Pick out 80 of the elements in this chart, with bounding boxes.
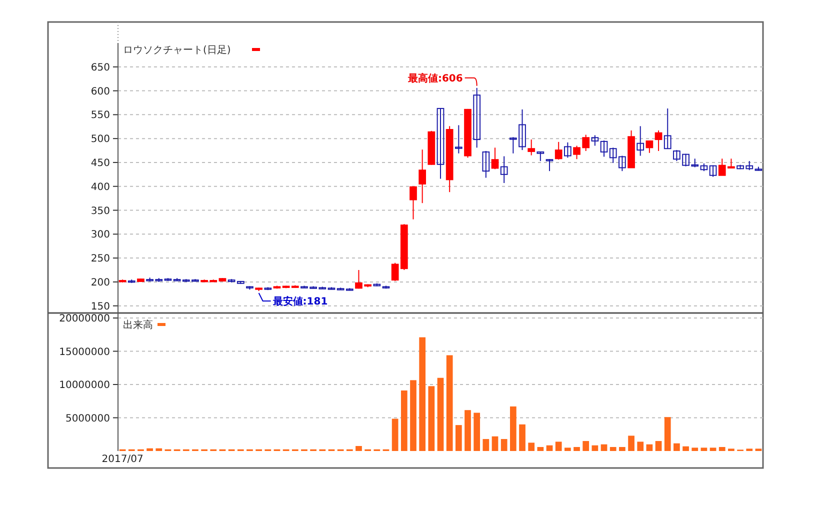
y-tick-label: 300	[90, 230, 110, 241]
bar	[655, 441, 662, 451]
candlestick	[473, 87, 481, 148]
candlestick	[482, 150, 490, 178]
bar	[519, 424, 526, 451]
y-tick-label: 5000000	[65, 413, 110, 424]
bar	[146, 448, 153, 451]
candlestick	[554, 141, 562, 160]
x-tick-label: 2017/07	[102, 454, 144, 465]
candlestick	[436, 108, 444, 180]
candlestick	[664, 108, 672, 150]
bar	[682, 446, 689, 451]
bar	[664, 417, 671, 451]
bar	[492, 436, 498, 451]
candlestick	[528, 139, 536, 156]
legend-label: 出来高	[123, 319, 153, 331]
candlestick	[491, 147, 499, 170]
bar	[464, 410, 471, 451]
bar	[610, 447, 616, 451]
bar	[510, 406, 516, 451]
annotation: 最高値:606	[406, 72, 463, 84]
y-tick-label: 500	[90, 134, 110, 146]
bar	[718, 447, 726, 451]
candlestick	[654, 130, 662, 152]
candlestick	[591, 134, 599, 146]
candlestick	[454, 124, 462, 154]
y-tick-label: 550	[90, 110, 110, 122]
bar	[392, 418, 398, 451]
y-tick-label: 600	[90, 86, 110, 98]
bar	[500, 439, 508, 451]
bar	[600, 444, 608, 451]
y-tick-label: 350	[90, 206, 110, 217]
bar	[646, 444, 653, 451]
y-tick-label: 650	[90, 62, 110, 74]
bar	[356, 446, 362, 451]
bar	[546, 445, 553, 451]
bar	[474, 412, 480, 451]
bar	[700, 448, 708, 451]
bar	[537, 447, 544, 451]
candlestick	[600, 140, 608, 158]
candlestick	[709, 164, 717, 178]
y-tick-label: 10000000	[59, 380, 110, 391]
bar	[710, 448, 716, 451]
bar	[582, 441, 590, 451]
y-tick-label: 250	[90, 254, 110, 265]
bar	[628, 436, 634, 451]
bar	[619, 447, 626, 451]
candlestick	[636, 126, 644, 156]
bar	[482, 439, 490, 451]
annotation: 最安値:181	[272, 296, 328, 308]
bar	[574, 447, 580, 451]
bar	[428, 386, 435, 451]
bar	[592, 445, 598, 451]
candlestick	[418, 149, 426, 204]
bar	[437, 378, 444, 451]
y-tick-label: 150	[90, 301, 110, 312]
legend-label: ロウソクチャート(日足)	[123, 45, 231, 56]
candlestick	[564, 142, 572, 158]
bar	[564, 448, 571, 451]
bar	[446, 355, 453, 451]
y-tick-label: 400	[90, 182, 110, 193]
y-tick-label: 15000000	[59, 346, 110, 358]
candlestick	[536, 150, 544, 162]
bar	[637, 442, 644, 451]
bar	[674, 443, 680, 451]
candlestick	[410, 186, 417, 220]
candlestick	[646, 140, 654, 154]
bar	[156, 448, 162, 451]
y-tick-label: 200	[90, 277, 110, 288]
bar	[528, 442, 535, 451]
bar	[410, 380, 416, 451]
bar	[455, 425, 462, 451]
y-tick-label: 20000000	[59, 314, 110, 324]
bar	[400, 390, 408, 451]
candlestick	[546, 158, 554, 172]
candlestick	[500, 156, 508, 184]
bar	[692, 448, 698, 451]
bar	[419, 337, 426, 451]
bar	[555, 442, 562, 451]
y-tick-label: 450	[90, 158, 110, 169]
